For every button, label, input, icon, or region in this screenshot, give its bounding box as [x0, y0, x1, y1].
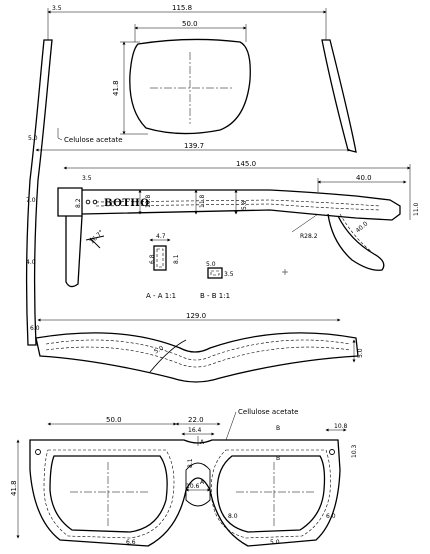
dim-f50: 5.0	[270, 539, 280, 546]
mark-b-bottom: B	[276, 455, 280, 462]
dim-t40: 40.0	[355, 220, 370, 234]
dim-total-length: 145.0	[236, 160, 256, 168]
dim-t8-2: 8.2	[75, 198, 82, 208]
right-lens	[216, 455, 326, 533]
dim-angle: 16.7°	[88, 229, 105, 246]
dim-tip-length: 40.0	[356, 174, 372, 182]
dim-6: 6.0	[30, 325, 40, 332]
left-lens	[49, 455, 168, 533]
dim-t10-8: 10.8	[145, 194, 152, 208]
dim-f60: 6.0	[326, 513, 336, 520]
dim-5: 5.0	[28, 135, 38, 142]
dim-lens-width: 50.0	[182, 20, 198, 28]
material-label-front: Cellulose acetate	[238, 408, 298, 416]
lens-shape	[129, 38, 251, 135]
mark-a-top: A	[200, 439, 205, 446]
dim-a81: 8.1	[173, 254, 180, 264]
right-temple-top	[321, 39, 357, 153]
dim-t3-5: 3.5	[82, 175, 92, 182]
dim-b35: 3.5	[224, 271, 234, 278]
dim-a47: 4.7	[156, 233, 166, 240]
section-a-label: A - A 1:1	[146, 292, 176, 300]
top-view: 115.8 3.5 50.0 41.8 5.0 7.0 4.0 6.0 Celu…	[26, 4, 357, 346]
dim-b50: 5.0	[206, 261, 216, 268]
dim-5b: 5.0	[357, 348, 364, 358]
section-b-label: B - B 1:1	[200, 292, 230, 300]
mark-a-bottom: A	[200, 479, 205, 486]
dim-4: 4.0	[26, 259, 36, 266]
dim-angle2: 5.0	[153, 345, 165, 356]
dim-radius: R28.2	[300, 233, 318, 240]
dim-129: 129.0	[186, 312, 206, 320]
dim-f80: 8.0	[228, 513, 238, 520]
dim-t11-0: 11.0	[413, 202, 420, 216]
dim-t5-8: 5.8	[241, 200, 248, 210]
frame-top-view: 129.0 5.0 5.0	[35, 312, 364, 383]
temple-bar	[81, 189, 401, 221]
dim-t11-8: 11.8	[199, 194, 206, 208]
dim-bridge: 22.0	[188, 416, 204, 424]
brand-logo: BOTHO	[104, 198, 149, 209]
temple-tip	[327, 213, 385, 271]
left-temple-top	[26, 39, 53, 346]
dim-overall-width: 115.8	[172, 4, 192, 12]
dim-f81: 8.1	[187, 458, 194, 468]
dim-bridge-inner: 16.4	[188, 427, 202, 434]
dim-f106: 10.6	[186, 483, 200, 490]
dim-front-lens: 50.0	[106, 416, 122, 424]
dim-thickness: 3.5	[52, 5, 62, 12]
dim-a68: 6.8	[149, 254, 156, 264]
temple-side-view: 145.0 40.0 16.7° BOTHO 3.5 8.2 10.8 11.8…	[57, 160, 420, 300]
dim-f103: 10.3	[351, 444, 358, 458]
dim-lens-height: 41.8	[112, 80, 120, 96]
dim-front-height: 41.8	[10, 480, 18, 496]
dim-7: 7.0	[26, 197, 36, 204]
dim-f66: 6.6	[126, 539, 136, 546]
frame-top-outline	[35, 332, 359, 383]
dim-f108: 10.8	[334, 423, 348, 430]
material-label-top: Celulose acetate	[64, 136, 123, 144]
mark-b-top: B	[276, 425, 280, 432]
front-view: 50.0 22.0 16.4 41.8 Cellulose acetate A …	[10, 408, 358, 547]
dim-temple-gap: 139.7	[184, 142, 204, 150]
